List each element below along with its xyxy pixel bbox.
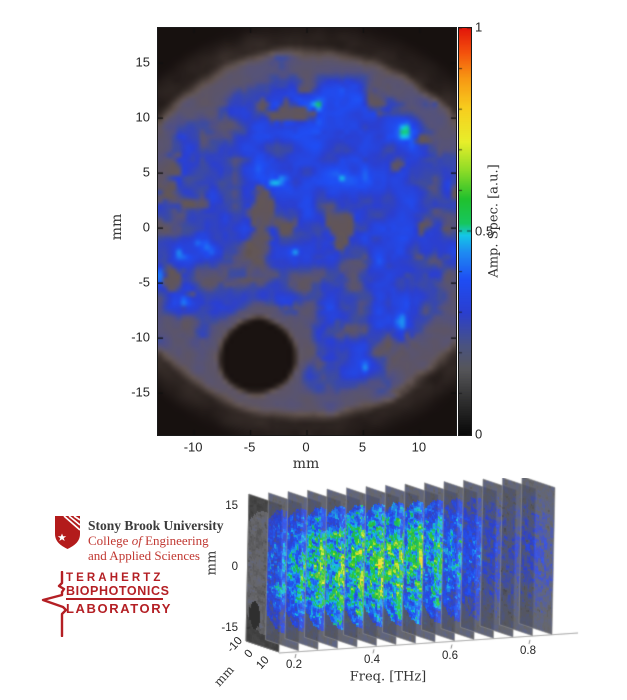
tick-label: 0.8 (520, 644, 536, 657)
college-pre: College (88, 533, 132, 548)
tick-label: 0.2 (286, 659, 302, 671)
tick-label: 0.6 (442, 649, 458, 662)
amplitude-map-ylabel: mm (109, 213, 125, 241)
college-of: of (131, 533, 142, 548)
college-post: Engineering (141, 533, 209, 548)
amplitude-heatmap-canvas (157, 27, 457, 436)
slice-stack-canvas (200, 478, 627, 696)
tick-label: 0 (475, 426, 483, 442)
university-name: Stony Brook University (88, 518, 224, 533)
tick-label: 10 (135, 109, 150, 125)
tick-label: -15 (221, 622, 238, 634)
freq-axis-label: Freq. [THz] (349, 669, 427, 685)
tick-label: -10 (183, 439, 203, 455)
tick-label: 5 (358, 439, 367, 455)
stony-brook-shield-icon (55, 515, 81, 549)
tick-label: 10 (411, 439, 427, 455)
lab-name-line-1: TERAHERTZ (66, 572, 164, 584)
college-line-1: College of Engineering (88, 533, 209, 549)
tick-label: 0 (302, 439, 310, 455)
tick-label: 5 (142, 164, 150, 180)
colorbar-canvas (458, 27, 472, 436)
tick-label: 0.4 (364, 654, 380, 667)
lab-name-line-3: LABORATORY (66, 601, 173, 616)
stack-y-axis-label: mm (204, 550, 220, 576)
amplitude-map-xlabel: mm (292, 456, 320, 472)
tick-label: 0 (142, 219, 150, 235)
tick-label: 1 (475, 19, 483, 35)
college-line-2: and Applied Sciences (88, 548, 200, 563)
thz-pulse-waveform-icon (41, 571, 68, 637)
tick-label: -5 (243, 439, 256, 455)
colorbar-label: Amp. Spec. [a.u.] (486, 164, 502, 278)
tick-label: 15 (135, 54, 150, 70)
lab-logo-divider (66, 598, 163, 600)
tick-label: -15 (131, 384, 150, 400)
tick-label: -5 (138, 274, 150, 290)
lab-name-line-2: BIOPHOTONICS (66, 584, 170, 598)
tick-label: 0.5 (475, 223, 494, 238)
tick-label: -10 (131, 329, 150, 345)
tick-label: 0 (231, 561, 238, 573)
tick-label: 15 (225, 500, 238, 512)
